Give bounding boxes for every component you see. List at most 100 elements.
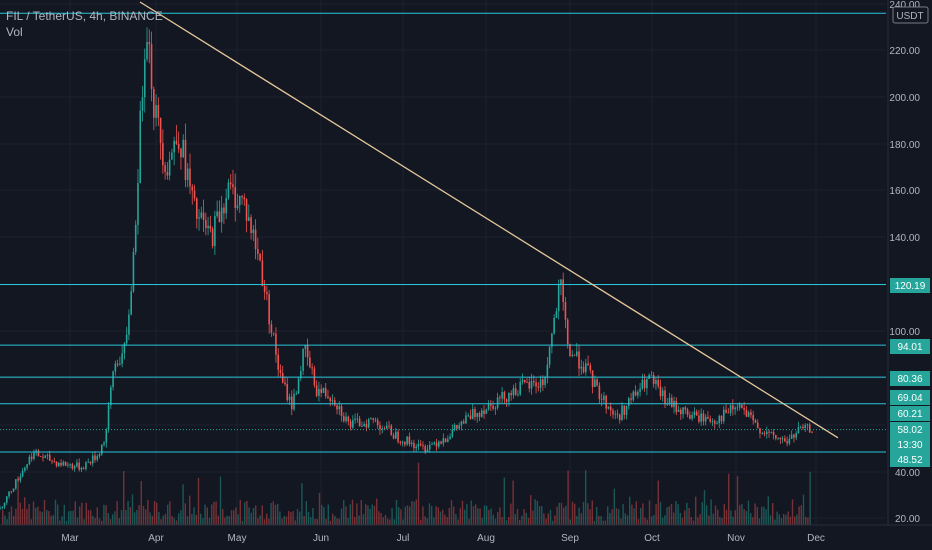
- x-tick-label: Sep: [561, 533, 579, 544]
- volume-bar: [169, 501, 171, 525]
- volume-bar: [602, 520, 604, 525]
- volume-bar: [6, 519, 8, 525]
- volume-bar: [191, 513, 193, 525]
- candle-body: [320, 388, 322, 393]
- x-tick-label: Dec: [807, 533, 825, 544]
- candle-body: [650, 374, 653, 376]
- volume-bar: [637, 519, 640, 525]
- candle-body: [318, 388, 320, 396]
- candle-body: [395, 431, 397, 439]
- candle-body: [686, 409, 689, 415]
- candle-body: [612, 410, 614, 415]
- volume-bar: [547, 513, 549, 525]
- candle-body: [171, 152, 173, 160]
- candle-body: [517, 394, 519, 396]
- candle-body: [297, 378, 300, 394]
- candle-body: [281, 373, 284, 383]
- candle-body: [89, 461, 92, 464]
- candle-body: [428, 444, 431, 450]
- price-tag-label: 58.02: [897, 425, 922, 436]
- candle-body: [324, 388, 327, 397]
- candle-body: [157, 105, 160, 118]
- candle-body: [401, 441, 404, 443]
- candle-body: [272, 332, 275, 334]
- volume-bar: [246, 500, 248, 525]
- x-tick-label: May: [228, 533, 247, 544]
- candle-body: [508, 393, 510, 402]
- candle-body: [623, 405, 626, 415]
- candle-body: [295, 393, 298, 395]
- candle-body: [795, 433, 797, 438]
- candle-body: [28, 456, 31, 465]
- volume-bar: [457, 519, 459, 525]
- candle-body: [693, 411, 696, 416]
- candle-body: [514, 388, 517, 395]
- candle-body: [544, 377, 546, 385]
- volume-bar: [387, 518, 389, 525]
- candle-body: [218, 211, 221, 222]
- candle-body: [716, 423, 718, 424]
- volume-bar: [692, 520, 695, 525]
- candle-body: [675, 400, 678, 413]
- volume-bar: [756, 506, 758, 525]
- candle-body: [621, 405, 623, 421]
- volume-bar: [28, 503, 30, 525]
- volume-bar: [120, 510, 123, 525]
- volume-bar: [571, 501, 574, 525]
- candle-body: [24, 467, 26, 471]
- price-tag: [890, 390, 930, 405]
- volume-bar: [657, 480, 659, 525]
- volume-bar: [70, 510, 72, 525]
- candle-body: [747, 412, 750, 417]
- volume-bar: [250, 512, 252, 525]
- candle-body: [808, 424, 811, 433]
- volume-bar: [486, 505, 488, 525]
- candle-body: [668, 397, 671, 404]
- volume-bar: [400, 509, 402, 525]
- volume-bar: [725, 509, 728, 525]
- volume-bar: [371, 504, 373, 525]
- candle-body: [462, 421, 465, 424]
- candle-body: [750, 412, 752, 416]
- candle-body: [512, 388, 515, 396]
- volume-bar: [123, 471, 125, 525]
- volume-bar: [659, 502, 662, 525]
- volume-bar: [32, 501, 35, 525]
- candle-body: [139, 110, 142, 183]
- volume-bar: [41, 511, 43, 525]
- volume-bar: [514, 514, 516, 525]
- candle-body: [600, 399, 603, 400]
- volume-bar: [15, 508, 17, 525]
- candle-body: [342, 416, 345, 422]
- candle-body: [130, 291, 132, 315]
- volume-bar: [424, 516, 426, 525]
- volume-bar: [46, 510, 48, 525]
- candle-body: [521, 379, 524, 382]
- volume-bar: [142, 506, 145, 525]
- volume-bar: [288, 511, 290, 525]
- volume-bar: [4, 515, 6, 525]
- volume-bar: [305, 501, 307, 525]
- candle-body: [680, 409, 682, 415]
- candle-body: [788, 438, 791, 444]
- volume-bar: [180, 510, 182, 525]
- candle-body: [725, 409, 727, 413]
- candle-body: [347, 416, 350, 422]
- volume-bar: [380, 513, 382, 525]
- volume-bar: [772, 503, 774, 525]
- candle-body: [666, 403, 669, 405]
- volume-bar: [43, 499, 46, 525]
- candle-body: [754, 420, 757, 423]
- candle-body: [811, 432, 813, 434]
- volume-bar: [446, 517, 448, 525]
- candle-body: [207, 225, 209, 229]
- candle-body: [248, 217, 250, 221]
- candle-body: [566, 319, 569, 345]
- volume-bar: [197, 477, 200, 525]
- volume-bar: [173, 518, 175, 525]
- volume-bar: [263, 519, 266, 525]
- volume-bar: [140, 481, 142, 525]
- volume-bar: [318, 492, 321, 525]
- volume-bar: [732, 516, 734, 525]
